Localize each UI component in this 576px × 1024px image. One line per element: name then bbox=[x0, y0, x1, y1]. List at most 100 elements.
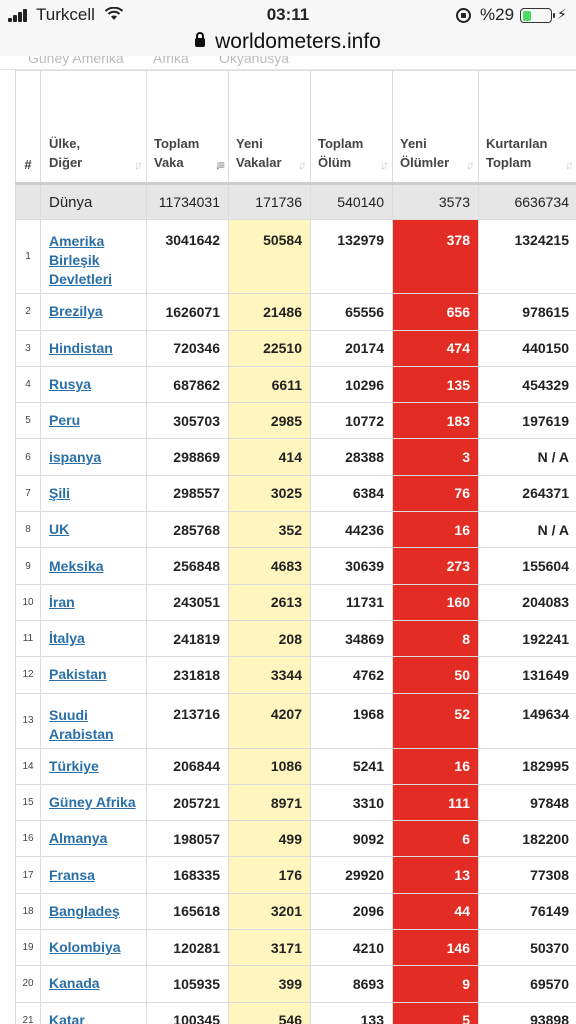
total-cases-cell: 165618 bbox=[146, 892, 229, 931]
country-link[interactable]: Bangladeş bbox=[49, 902, 120, 919]
col-header-new-cases[interactable]: Yeni Vakalar ↓↑ bbox=[228, 70, 311, 185]
country-link[interactable]: Fransa bbox=[49, 866, 95, 883]
row-index: 11 bbox=[15, 619, 41, 658]
wifi-icon bbox=[104, 7, 124, 20]
table-row: 8 UK 285768 352 44236 16 N / A bbox=[15, 511, 576, 549]
country-link[interactable]: Peru bbox=[49, 412, 81, 429]
country-cell: Pakistan bbox=[40, 656, 147, 694]
total-cases-cell: 213716 bbox=[146, 692, 229, 749]
col-header-total-cases[interactable]: Toplam Vaka ↓≡ bbox=[146, 70, 229, 185]
country-link[interactable]: Meksika bbox=[49, 557, 104, 574]
country-link[interactable]: Katar bbox=[49, 1011, 85, 1024]
total-deaths-cell: 2096 bbox=[310, 892, 393, 931]
country-cell: Brezilya bbox=[40, 293, 147, 331]
sort-icon[interactable]: ↓↑ bbox=[134, 158, 143, 172]
row-index: 21 bbox=[15, 1001, 41, 1024]
total-cases-cell: 1626071 bbox=[146, 293, 229, 331]
country-cell: Rusya bbox=[40, 365, 147, 404]
address-bar[interactable]: worldometers.info bbox=[0, 30, 576, 56]
table-row: 1 Amerika Birleşik Devletleri 3041642 50584… bbox=[15, 219, 576, 295]
sort-icon[interactable]: ↓↑ bbox=[380, 158, 389, 172]
new-cases-cell: 4683 bbox=[228, 547, 311, 585]
sort-icon[interactable]: ↓↑ bbox=[466, 158, 475, 172]
total-cases-cell: 231818 bbox=[146, 656, 229, 694]
status-bar: Turkcell 03:11 %29 ⚡ bbox=[0, 0, 576, 30]
col-header-new-deaths[interactable]: Yeni Ölümler ↓↑ bbox=[392, 70, 479, 185]
table-row: 2 Brezilya 1626071 21486 65556 656 978615 bbox=[15, 293, 576, 331]
row-index: 17 bbox=[15, 856, 41, 894]
new-cases-cell: 399 bbox=[228, 965, 311, 1003]
country-link[interactable]: Rusya bbox=[49, 376, 92, 393]
total-cases-cell: 298557 bbox=[146, 474, 229, 513]
recovered-cell: 182995 bbox=[478, 747, 576, 785]
row-index: 18 bbox=[15, 892, 41, 931]
new-cases-cell: 3171 bbox=[228, 929, 311, 967]
country-cell: Hindistan bbox=[40, 329, 147, 367]
new-deaths-cell: 8 bbox=[392, 619, 479, 658]
total-cases-cell: 298869 bbox=[146, 438, 229, 476]
tab-guney-amerika[interactable]: Güney Amerika bbox=[28, 56, 124, 66]
country-cell: Amerika Birleşik Devletleri bbox=[40, 219, 147, 295]
sort-icon[interactable]: ↓↑ bbox=[298, 158, 307, 172]
col-header-index: # bbox=[15, 70, 41, 185]
country-link[interactable]: Pakistan bbox=[49, 666, 107, 683]
recovered-cell: 50370 bbox=[478, 929, 576, 967]
covid-table-container[interactable]: # Ülke, Diğer ↓↑ Toplam Vaka ↓≡ Yeni Vakal… bbox=[15, 70, 576, 1024]
country-cell: İtalya bbox=[40, 619, 147, 658]
country-link[interactable]: İtalya bbox=[49, 630, 85, 647]
new-cases-cell: 3344 bbox=[228, 656, 311, 694]
row-index: 5 bbox=[15, 402, 41, 440]
country-link[interactable]: Suudi Arabistan bbox=[49, 706, 114, 742]
country-link[interactable]: Almanya bbox=[49, 830, 108, 847]
recovered-cell: 93898 bbox=[478, 1001, 576, 1024]
url-text[interactable]: worldometers.info bbox=[215, 30, 381, 53]
country-link[interactable]: UK bbox=[49, 521, 70, 538]
sort-desc-icon[interactable]: ↓≡ bbox=[214, 158, 225, 172]
new-deaths-cell: 9 bbox=[392, 965, 479, 1003]
country-cell: Kanada bbox=[40, 965, 147, 1003]
country-link[interactable]: Amerika Birleşik Devletleri bbox=[49, 233, 113, 288]
total-deaths-cell: 9092 bbox=[310, 820, 393, 858]
row-index: 10 bbox=[15, 583, 41, 621]
new-cases-cell: 352 bbox=[228, 511, 311, 549]
col-header-country[interactable]: Ülke, Diğer ↓↑ bbox=[40, 70, 147, 185]
row-index: 7 bbox=[15, 474, 41, 513]
total-cases-cell: 285768 bbox=[146, 511, 229, 549]
country-link[interactable]: Türkiye bbox=[49, 757, 99, 774]
table-row: 7 Şili 298557 3025 6384 76 264371 bbox=[15, 474, 576, 513]
tab-okyanusya[interactable]: Okyanusya bbox=[219, 56, 290, 66]
table-row: 13 Suudi Arabistan 213716 4207 1968 52 149634 bbox=[15, 692, 576, 749]
country-link[interactable]: ispanya bbox=[49, 448, 102, 465]
col-header-total-deaths[interactable]: Toplam Ölüm ↓↑ bbox=[310, 70, 393, 185]
col-header-recovered[interactable]: Kurtarılan Toplam ↓↑ bbox=[478, 70, 576, 185]
total-cases-cell: 206844 bbox=[146, 747, 229, 785]
recovered-cell: 97848 bbox=[478, 783, 576, 822]
country-link[interactable]: Güney Afrika bbox=[49, 794, 136, 810]
country-link[interactable]: Hindistan bbox=[49, 339, 113, 356]
new-cases-cell: 3201 bbox=[228, 892, 311, 931]
recovered-cell: 197619 bbox=[478, 402, 576, 440]
country-link[interactable]: Kanada bbox=[49, 975, 100, 992]
country-cell: Katar bbox=[40, 1001, 147, 1024]
row-index: 8 bbox=[15, 511, 41, 549]
sort-icon[interactable]: ↓↑ bbox=[565, 158, 574, 172]
country-link[interactable]: Kolombiya bbox=[49, 939, 121, 956]
total-deaths-cell: 30639 bbox=[310, 547, 393, 585]
table-row: 10 İran 243051 2613 11731 160 204083 bbox=[15, 583, 576, 621]
new-deaths-cell: 44 bbox=[392, 892, 479, 931]
total-cases-cell: 243051 bbox=[146, 583, 229, 621]
region-tabs: Güney Amerika Afrika Okyanusya bbox=[0, 56, 576, 70]
world-recovered: 6636734 bbox=[478, 182, 576, 221]
country-link[interactable]: Brezilya bbox=[49, 303, 103, 320]
new-cases-cell: 208 bbox=[228, 619, 311, 658]
total-cases-cell: 720346 bbox=[146, 329, 229, 367]
total-deaths-cell: 20174 bbox=[310, 329, 393, 367]
country-link[interactable]: Şili bbox=[49, 484, 71, 501]
country-link[interactable]: İran bbox=[49, 593, 75, 610]
total-cases-cell: 105935 bbox=[146, 965, 229, 1003]
tab-afrika[interactable]: Afrika bbox=[153, 56, 189, 66]
table-row: 18 Bangladeş 165618 3201 2096 44 76149 bbox=[15, 892, 576, 931]
table-row: 9 Meksika 256848 4683 30639 273 155604 bbox=[15, 547, 576, 585]
recovered-cell: 440150 bbox=[478, 329, 576, 367]
new-cases-cell: 22510 bbox=[228, 329, 311, 367]
